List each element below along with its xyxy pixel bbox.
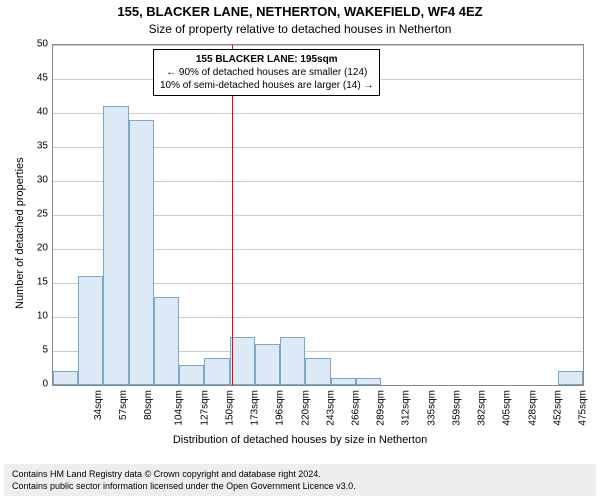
x-tick-label: 243sqm: [325, 390, 336, 426]
histogram-bar: [331, 378, 356, 385]
x-tick-label: 312sqm: [401, 390, 412, 426]
histogram-bar: [204, 358, 229, 385]
x-tick-label: 266sqm: [351, 390, 362, 426]
x-tick-label: 80sqm: [143, 390, 154, 420]
y-tick-label: 0: [24, 379, 48, 390]
x-tick-label: 452sqm: [552, 390, 563, 426]
x-tick-label: 150sqm: [224, 390, 235, 426]
y-tick-label: 45: [24, 73, 48, 84]
histogram-bar: [129, 120, 154, 385]
y-tick-label: 10: [24, 311, 48, 322]
histogram-bar: [154, 297, 179, 385]
chart-container: 155, BLACKER LANE, NETHERTON, WAKEFIELD,…: [0, 0, 600, 500]
grid-line: [53, 45, 583, 46]
x-tick-label: 57sqm: [118, 390, 129, 420]
x-tick-label: 359sqm: [452, 390, 463, 426]
y-tick-label: 20: [24, 243, 48, 254]
histogram-bar: [280, 337, 305, 385]
histogram-bar: [179, 365, 204, 385]
histogram-bar: [558, 371, 583, 385]
plot-area: 155 BLACKER LANE: 195sqm← 90% of detache…: [52, 44, 584, 386]
y-tick-label: 40: [24, 107, 48, 118]
x-tick-label: 428sqm: [527, 390, 538, 426]
footer-attribution: Contains HM Land Registry data © Crown c…: [4, 464, 596, 496]
y-tick-label: 15: [24, 277, 48, 288]
histogram-bar: [255, 344, 280, 385]
x-tick-label: 104sqm: [174, 390, 185, 426]
chart-title: 155, BLACKER LANE, NETHERTON, WAKEFIELD,…: [0, 4, 600, 19]
histogram-bar: [103, 106, 128, 385]
histogram-bar: [53, 371, 78, 385]
x-tick-label: 335sqm: [426, 390, 437, 426]
x-tick-label: 289sqm: [376, 390, 387, 426]
y-tick-label: 5: [24, 345, 48, 356]
x-axis-label: Distribution of detached houses by size …: [0, 434, 600, 446]
annotation-line: 155 BLACKER LANE: 195sqm: [160, 53, 373, 66]
chart-subtitle: Size of property relative to detached ho…: [0, 22, 600, 36]
x-tick-label: 196sqm: [275, 390, 286, 426]
histogram-bar: [78, 276, 103, 385]
footer-line: Contains public sector information licen…: [12, 480, 588, 492]
x-tick-label: 34sqm: [93, 390, 104, 420]
histogram-bar: [356, 378, 381, 385]
histogram-bar: [230, 337, 255, 385]
y-tick-label: 35: [24, 141, 48, 152]
annotation-line: ← 90% of detached houses are smaller (12…: [160, 66, 373, 79]
grid-line: [53, 113, 583, 114]
x-tick-label: 127sqm: [199, 390, 210, 426]
reference-line: [232, 45, 233, 385]
annotation-line: 10% of semi-detached houses are larger (…: [160, 79, 373, 92]
x-tick-label: 405sqm: [502, 390, 513, 426]
y-tick-label: 30: [24, 175, 48, 186]
footer-line: Contains HM Land Registry data © Crown c…: [12, 468, 588, 480]
x-tick-label: 220sqm: [300, 390, 311, 426]
y-tick-label: 50: [24, 39, 48, 50]
annotation-box: 155 BLACKER LANE: 195sqm← 90% of detache…: [153, 49, 380, 96]
x-tick-label: 475sqm: [578, 390, 589, 426]
histogram-bar: [305, 358, 330, 385]
x-tick-label: 173sqm: [250, 390, 261, 426]
y-tick-label: 25: [24, 209, 48, 220]
x-tick-label: 382sqm: [477, 390, 488, 426]
